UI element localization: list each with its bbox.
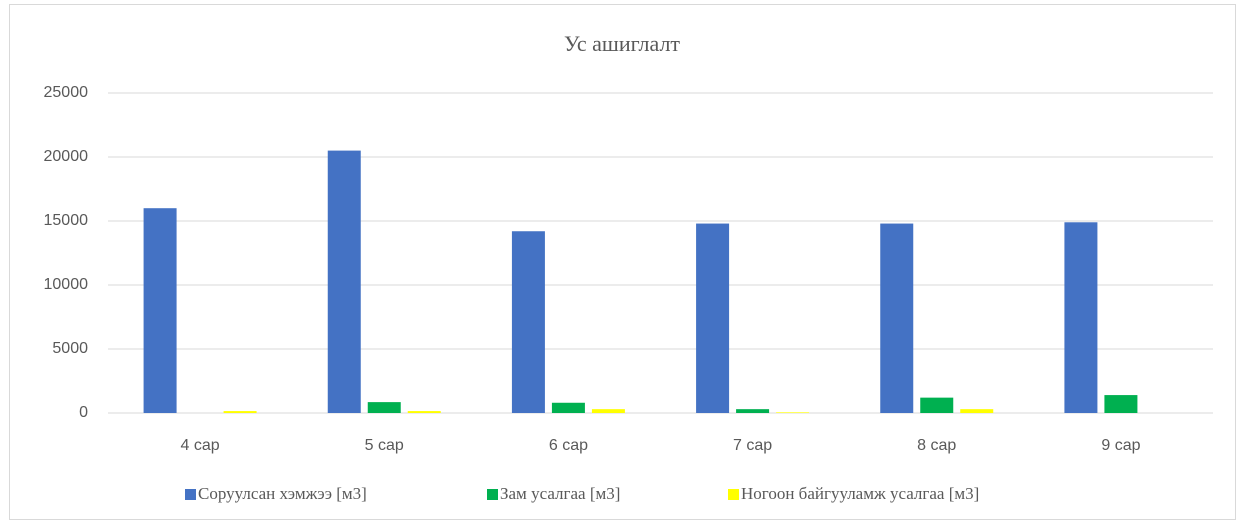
y-tick-label: 25000 — [44, 84, 89, 101]
legend-swatch — [728, 489, 739, 500]
x-tick-label: 4 сар — [181, 437, 220, 454]
y-tick-label: 10000 — [44, 276, 89, 293]
x-tick-label: 5 сар — [365, 437, 404, 454]
bar — [920, 397, 954, 413]
bar — [736, 409, 770, 413]
bar — [880, 223, 914, 413]
x-tick-label: 6 сар — [549, 437, 588, 454]
bar — [511, 231, 545, 413]
legend-label: Ногоон байгууламж усалгаа [м3] — [741, 484, 979, 503]
bar — [327, 150, 361, 413]
legend-label: Соруулсан хэмжээ [м3] — [198, 484, 367, 503]
y-tick-label: 0 — [79, 404, 88, 421]
bar — [960, 409, 994, 413]
bar — [407, 411, 441, 413]
chart-title: Ус ашиглалт — [564, 31, 680, 56]
bar — [1104, 395, 1138, 413]
bar — [143, 208, 177, 413]
bar — [696, 223, 730, 413]
bar — [367, 402, 401, 413]
y-tick-label: 5000 — [52, 340, 88, 357]
y-tick-label: 15000 — [44, 212, 89, 229]
bar — [551, 402, 585, 413]
legend-swatch — [185, 489, 196, 500]
x-tick-label: 9 сар — [1101, 437, 1140, 454]
legend-label: Зам усалгаа [м3] — [500, 484, 620, 503]
x-tick-label: 8 сар — [917, 437, 956, 454]
x-tick-label: 7 сар — [733, 437, 772, 454]
bar — [223, 411, 257, 413]
legend-swatch — [487, 489, 498, 500]
bar — [1064, 222, 1098, 413]
bar — [591, 409, 625, 413]
bar — [776, 412, 810, 413]
y-tick-label: 20000 — [44, 148, 89, 165]
chart-border — [9, 4, 1236, 520]
